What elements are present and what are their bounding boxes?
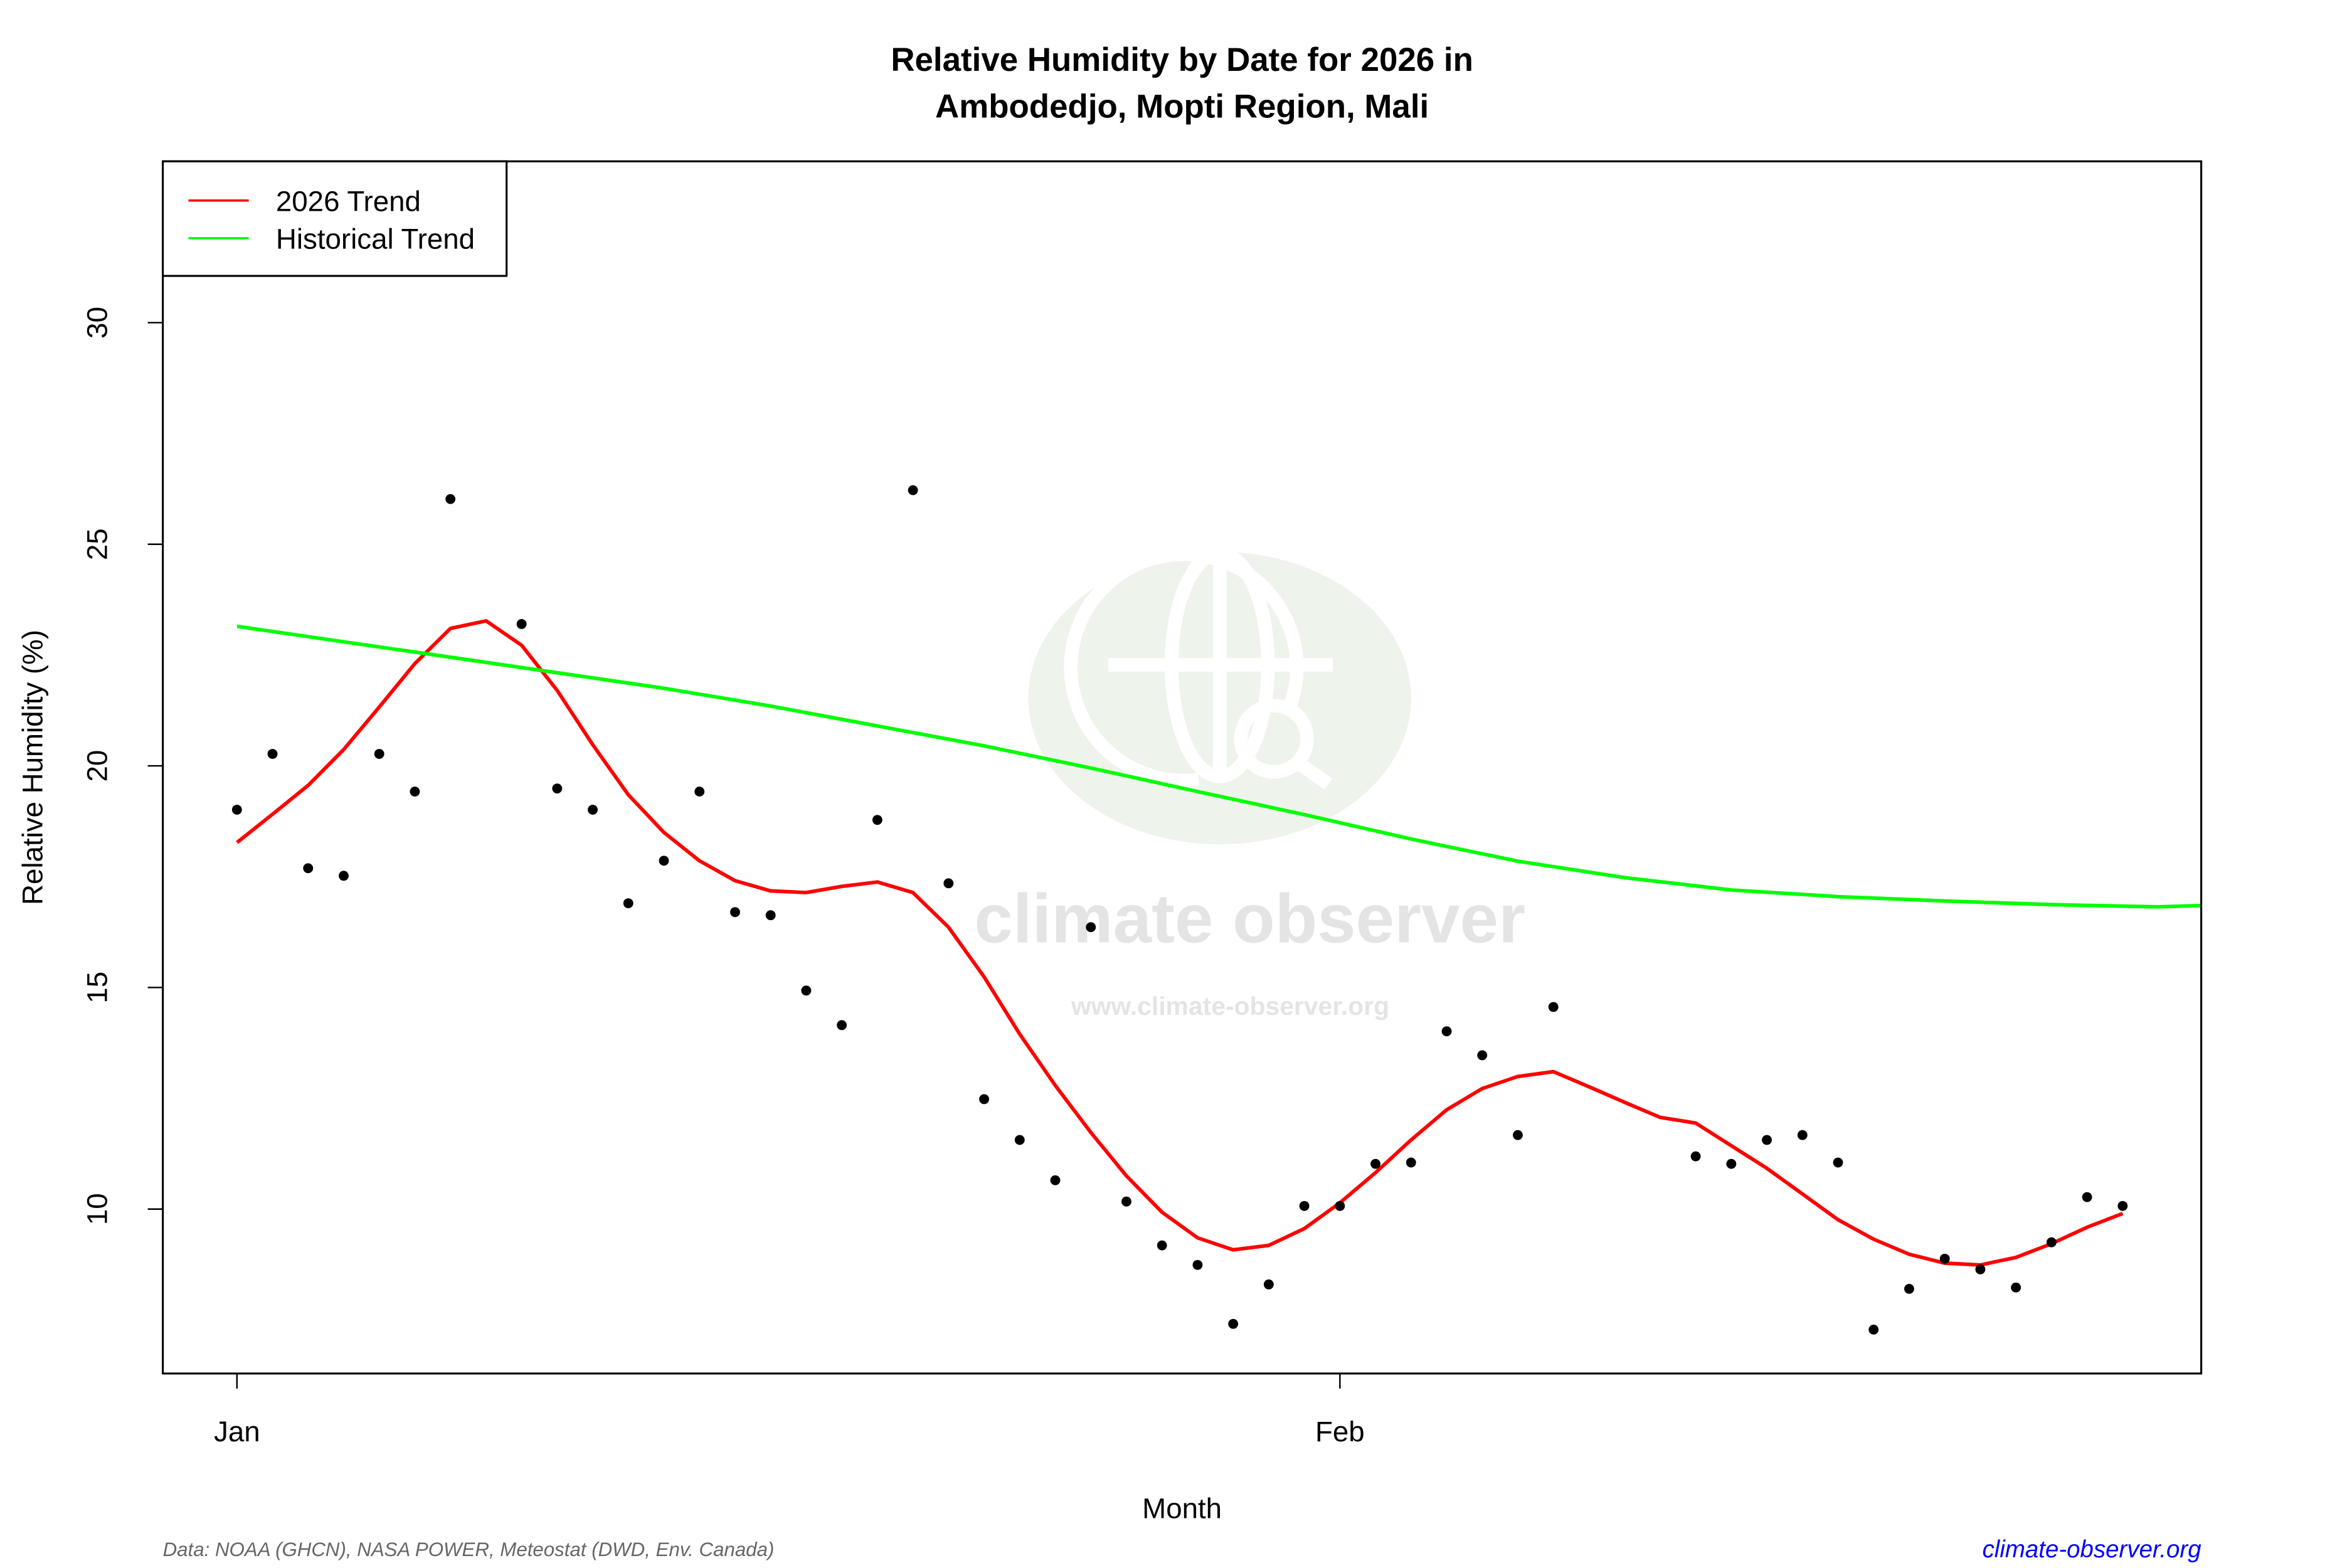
data-point xyxy=(659,856,669,866)
data-point xyxy=(1513,1130,1523,1140)
chart-subtitle: Ambodedjo, Mopti Region, Mali xyxy=(935,88,1429,125)
data-point xyxy=(1192,1259,1203,1270)
y-tick-label: 20 xyxy=(82,750,114,782)
legend-label-historical: Historical Trend xyxy=(276,223,475,255)
x-tick-label: Feb xyxy=(1315,1416,1365,1448)
data-point xyxy=(1726,1158,1737,1169)
data-point xyxy=(1335,1200,1345,1211)
data-point xyxy=(1228,1318,1239,1329)
historical-trend-line xyxy=(236,624,2201,909)
data-point xyxy=(1548,1002,1559,1012)
data-point xyxy=(943,878,954,889)
data-point xyxy=(2046,1237,2057,1248)
source-note: Data: NOAA (GHCN), NASA POWER, Meteostat… xyxy=(163,1539,775,1560)
data-point xyxy=(1406,1157,1416,1168)
y-tick-label: 30 xyxy=(82,307,114,339)
data-point xyxy=(1797,1130,1808,1140)
data-point xyxy=(1975,1264,1986,1274)
data-point xyxy=(1904,1284,1914,1294)
y-tick-label: 25 xyxy=(82,528,114,560)
x-tick-label: Jan xyxy=(214,1416,260,1448)
watermark: climate observer www.climate-observer.or… xyxy=(974,546,1525,1020)
x-axis-label: Month xyxy=(1142,1493,1222,1525)
data-point xyxy=(267,749,278,759)
data-point xyxy=(2117,1200,2128,1211)
data-point xyxy=(1299,1200,1310,1211)
data-point xyxy=(1939,1253,1950,1264)
data-point xyxy=(339,871,349,881)
data-point xyxy=(1086,922,1096,933)
data-point xyxy=(872,815,882,825)
y-tick-label: 10 xyxy=(82,1193,114,1225)
watermark-text: climate observer xyxy=(974,880,1525,957)
data-point xyxy=(516,619,527,629)
y-axis-label: Relative Humidity (%) xyxy=(16,630,48,905)
data-point xyxy=(445,494,456,504)
data-point xyxy=(730,907,740,918)
globe-search-icon xyxy=(1064,546,1333,790)
data-point xyxy=(1014,1135,1025,1145)
legend-box xyxy=(162,160,508,277)
data-point xyxy=(1833,1157,1843,1168)
data-point xyxy=(765,910,776,921)
data-point xyxy=(623,898,633,909)
data-point xyxy=(1690,1151,1701,1162)
data-point xyxy=(2011,1282,2021,1293)
data-point xyxy=(801,985,812,996)
watermark-url: www.climate-observer.org xyxy=(1071,992,1389,1020)
data-point xyxy=(374,749,384,759)
data-point xyxy=(1441,1026,1452,1037)
chart-title: Relative Humidity by Date for 2026 in xyxy=(891,41,1473,78)
legend-label-2026: 2026 Trend xyxy=(276,186,421,218)
data-point xyxy=(1050,1175,1061,1185)
data-point xyxy=(303,863,314,874)
data-point xyxy=(1868,1325,1879,1335)
data-point xyxy=(694,787,705,797)
data-point xyxy=(1263,1279,1274,1290)
data-point xyxy=(1477,1050,1488,1061)
trend-2026-line xyxy=(236,619,2124,1267)
data-point xyxy=(1370,1158,1381,1169)
data-point xyxy=(1157,1240,1167,1251)
legend: 2026 Trend Historical Trend xyxy=(162,160,508,277)
data-point xyxy=(231,805,242,815)
data-point xyxy=(837,1020,847,1030)
data-point xyxy=(2082,1192,2092,1202)
data-point xyxy=(979,1094,990,1104)
data-point xyxy=(908,485,918,495)
site-link[interactable]: climate-observer.org xyxy=(1983,1536,2202,1563)
data-point xyxy=(1121,1196,1131,1207)
data-point xyxy=(410,787,420,797)
data-point xyxy=(588,805,598,815)
y-tick-label: 15 xyxy=(82,972,114,1004)
data-point xyxy=(552,783,563,794)
data-point xyxy=(1762,1135,1772,1145)
